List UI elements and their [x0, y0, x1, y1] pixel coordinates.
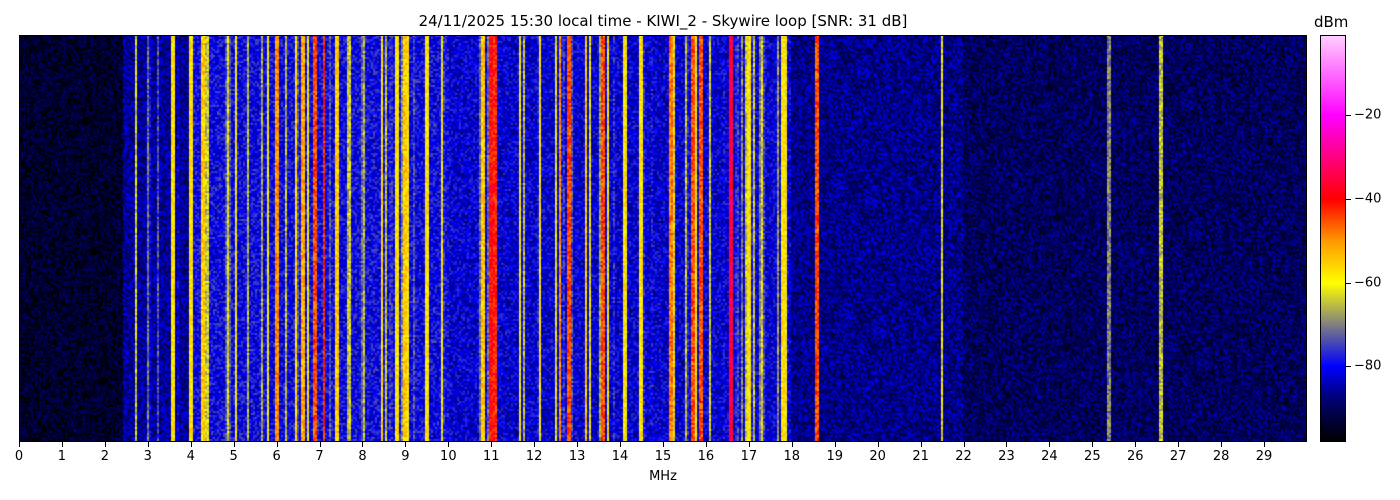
x-tick: [320, 442, 321, 447]
x-tick-label: 16: [697, 449, 715, 464]
x-tick-label: 6: [272, 449, 281, 464]
x-tick-label: 15: [654, 449, 672, 464]
x-tick-label: 19: [826, 449, 843, 464]
x-tick: [534, 442, 535, 447]
x-tick-label: 14: [611, 449, 629, 464]
x-tick: [234, 442, 235, 447]
x-tick: [620, 442, 621, 447]
x-tick: [362, 442, 363, 447]
x-tick: [277, 442, 278, 447]
x-tick: [1135, 442, 1136, 447]
x-tick-label: 9: [401, 449, 410, 464]
x-tick-label: 24: [1041, 449, 1058, 464]
colorbar-tick-label: −60: [1354, 275, 1382, 291]
chart-title: 24/11/2025 15:30 local time - KIWI_2 - S…: [418, 12, 908, 30]
x-tick: [1178, 442, 1179, 447]
x-tick-label: 21: [912, 449, 929, 464]
colorbar-tick: [1346, 115, 1351, 116]
colorbar-label: dBm: [1314, 13, 1349, 31]
x-tick-label: 22: [955, 449, 972, 464]
x-tick: [1264, 442, 1265, 447]
x-tick-label: 5: [229, 449, 238, 464]
x-axis-label: MHz: [649, 469, 677, 484]
x-tick-label: 26: [1126, 449, 1144, 464]
x-tick-label: 10: [440, 449, 457, 464]
x-tick: [1092, 442, 1093, 447]
colorbar-tick-label: −40: [1354, 191, 1382, 207]
x-tick: [921, 442, 922, 447]
x-tick: [1221, 442, 1222, 447]
x-tick: [448, 442, 449, 447]
x-tick: [491, 442, 492, 447]
x-tick: [663, 442, 664, 447]
colorbar: [1320, 35, 1346, 442]
x-tick: [148, 442, 149, 447]
x-tick-label: 8: [358, 449, 367, 464]
x-tick-label: 13: [568, 449, 586, 464]
plot-area-frame: [19, 35, 1307, 442]
x-tick: [577, 442, 578, 447]
x-tick: [706, 442, 707, 447]
x-tick-label: 29: [1255, 449, 1273, 464]
x-tick-label: 3: [143, 449, 152, 464]
x-tick: [749, 442, 750, 447]
x-tick-label: 2: [100, 449, 109, 464]
x-tick: [191, 442, 192, 447]
x-tick-label: 1: [57, 449, 67, 464]
x-tick: [792, 442, 793, 447]
x-tick-label: 17: [740, 449, 758, 464]
x-tick-label: 27: [1169, 449, 1187, 464]
x-tick-label: 0: [14, 449, 24, 464]
x-tick-label: 25: [1084, 449, 1101, 464]
x-tick: [1049, 442, 1050, 447]
x-tick-label: 12: [525, 449, 543, 464]
x-tick-label: 11: [482, 449, 500, 464]
x-tick: [105, 442, 106, 447]
x-tick-label: 7: [315, 449, 324, 464]
colorbar-tick: [1346, 366, 1351, 367]
x-tick-label: 18: [783, 449, 801, 464]
x-tick: [62, 442, 63, 447]
colorbar-tick: [1346, 199, 1351, 200]
x-tick-label: 4: [186, 449, 195, 464]
colorbar-tick-label: −20: [1354, 107, 1382, 123]
x-tick: [19, 442, 20, 447]
x-tick-label: 20: [869, 449, 886, 464]
x-tick: [835, 442, 836, 447]
x-tick: [878, 442, 879, 447]
x-tick: [964, 442, 965, 447]
waterfall-heatmap: [19, 35, 1307, 442]
colorbar-tick: [1346, 283, 1351, 284]
colorbar-tick-label: −80: [1354, 358, 1382, 374]
x-tick: [405, 442, 406, 447]
x-tick-label: 28: [1212, 449, 1230, 464]
x-tick: [1006, 442, 1007, 447]
x-tick-label: 23: [998, 449, 1015, 464]
